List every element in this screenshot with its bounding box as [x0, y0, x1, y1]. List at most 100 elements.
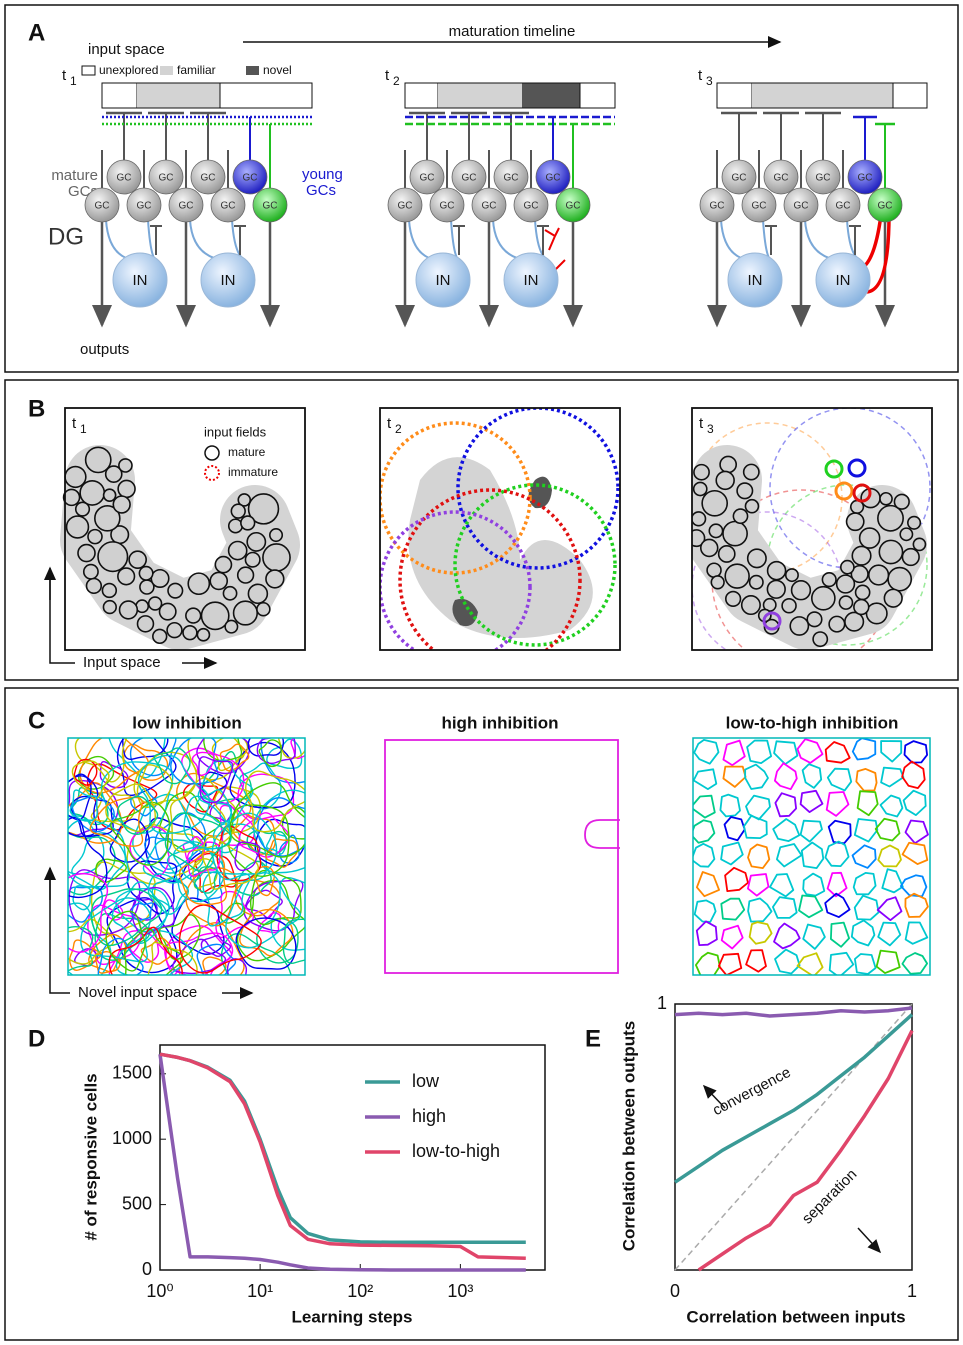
- gc-label: GC: [137, 201, 152, 212]
- gc-label: GC: [201, 173, 216, 184]
- response-field: [855, 896, 879, 920]
- legend-label: low-to-high: [412, 1141, 500, 1161]
- mature-field: [847, 513, 864, 530]
- input-region: [408, 457, 593, 638]
- gc-label: GC: [398, 201, 413, 212]
- mature-field: [139, 567, 152, 580]
- mature-field: [245, 553, 259, 567]
- response-field: [697, 921, 717, 945]
- gc-label: GC: [440, 201, 455, 212]
- x-tick-label: 10¹: [247, 1281, 273, 1301]
- mature-field: [86, 447, 111, 472]
- legend-swatch: [205, 446, 219, 460]
- mature-field: [813, 632, 827, 646]
- mature-field: [129, 551, 146, 568]
- mature-field: [723, 522, 747, 546]
- legend-label: mature: [228, 445, 266, 459]
- mature-field: [151, 570, 168, 587]
- in-label: IN: [836, 272, 851, 289]
- gc-label: GC: [462, 173, 477, 184]
- input-bar-segment: [405, 83, 438, 108]
- label: maturation timeline: [449, 23, 576, 40]
- response-field: [695, 900, 716, 922]
- box-content: [691, 738, 928, 978]
- label: input space: [88, 41, 165, 58]
- response-field: [696, 953, 720, 978]
- gc-label: GC: [858, 173, 873, 184]
- response-field: [725, 868, 748, 891]
- mature-field: [98, 542, 128, 572]
- mature-field: [701, 539, 718, 556]
- response-field: [855, 819, 878, 842]
- mature-field: [908, 517, 921, 530]
- time-sub: 2: [395, 422, 402, 436]
- response-field: [746, 950, 766, 972]
- time-label: t: [385, 67, 390, 84]
- response-field: [825, 894, 849, 917]
- response-field: [902, 953, 927, 974]
- gc-label: GC: [221, 201, 236, 212]
- mature-field: [87, 579, 102, 594]
- response-field: [774, 741, 797, 764]
- annotation: separation: [799, 1166, 861, 1228]
- y-axis-title: # of responsive cells: [81, 1073, 100, 1240]
- response-field: [803, 764, 822, 788]
- legend-label: novel: [263, 63, 292, 77]
- time-label: t: [698, 67, 703, 84]
- mature-field: [839, 596, 852, 609]
- mature-field: [65, 467, 86, 488]
- mature-field: [768, 562, 786, 580]
- mature-field: [197, 629, 209, 641]
- gc-label: GC: [243, 173, 258, 184]
- response-field: [694, 769, 717, 789]
- input-bar-segment: [102, 83, 137, 108]
- gc-label: GC: [774, 173, 789, 184]
- mature-field: [229, 541, 247, 559]
- mature-field: [80, 481, 104, 505]
- gc-label: GC: [504, 173, 519, 184]
- response-field: [906, 922, 928, 943]
- legend-swatch: [246, 66, 259, 75]
- gc-in-connection: [493, 220, 517, 258]
- response-field: [798, 739, 823, 763]
- mature-field: [725, 564, 749, 588]
- mature-field: [247, 533, 265, 551]
- mature-field: [860, 528, 880, 548]
- panel-letter: E: [585, 1025, 601, 1052]
- legend-label: familiar: [177, 63, 216, 77]
- gc-label: GC: [179, 201, 194, 212]
- input-bar-segment: [752, 83, 893, 108]
- y-tick-label: 0: [142, 1259, 152, 1279]
- mature-field: [902, 549, 919, 566]
- mature-field: [266, 570, 284, 588]
- gc-label: GC: [482, 201, 497, 212]
- mature-field: [118, 480, 135, 497]
- time-label: t: [62, 67, 67, 84]
- mature-field: [888, 568, 911, 591]
- mature-field: [866, 603, 886, 623]
- mature-field: [167, 623, 182, 638]
- response-field: [852, 920, 875, 945]
- legend-label: unexplored: [99, 63, 158, 77]
- mature-field: [742, 596, 760, 614]
- box-content: [585, 820, 620, 848]
- panel-title: low inhibition: [132, 713, 242, 732]
- gc-label: GC: [95, 201, 110, 212]
- label: GCs: [306, 182, 336, 199]
- time-sub: 2: [393, 74, 400, 88]
- response-field: [748, 874, 769, 896]
- mature-field: [188, 573, 209, 594]
- mature-field: [119, 459, 132, 472]
- panel-letter: B: [28, 395, 45, 422]
- response-field: [798, 953, 823, 976]
- mature-field: [103, 601, 116, 614]
- mature-field: [183, 626, 197, 640]
- axis-arrow: [50, 570, 75, 663]
- x-axis-title: Correlation between inputs: [686, 1307, 905, 1326]
- mature-field: [792, 581, 811, 600]
- mature-field: [854, 600, 869, 615]
- gc-in-connection: [721, 220, 741, 258]
- chart-d: 10⁰10¹10²10³050010001500lowhighlow-to-hi…: [112, 1045, 545, 1301]
- mature-field: [78, 545, 95, 562]
- mature-field: [913, 538, 925, 550]
